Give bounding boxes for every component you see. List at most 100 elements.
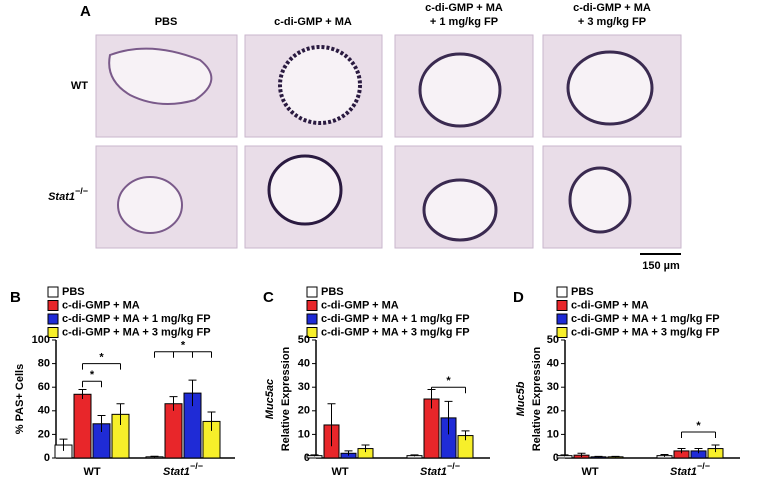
panel-label: A: [80, 3, 91, 20]
error-bar: [694, 448, 703, 454]
panel-label: D: [513, 289, 524, 306]
error-bar: [344, 450, 353, 456]
y-tick-label: 20: [38, 428, 50, 440]
significance-bracket: [431, 386, 466, 394]
legend-label: c-di-GMP + MA: [571, 299, 649, 311]
significance-label: *: [446, 375, 451, 387]
x-tick-label: Stat1−/−: [420, 461, 460, 478]
legend-swatch: [556, 300, 568, 311]
column-header: c-di-GMP + MA: [274, 16, 352, 28]
y-tick-label: 80: [38, 358, 50, 370]
legend-swatch: [47, 286, 59, 298]
significance-label: *: [99, 352, 104, 364]
legend-swatch: [306, 286, 318, 298]
legend-label: PBS: [321, 286, 344, 298]
error-bar: [361, 444, 370, 453]
error-bar: [169, 396, 178, 411]
error-bar: [97, 415, 106, 433]
y-tick-label: 40: [38, 405, 50, 417]
error-bar: [577, 452, 586, 458]
column-header: PBS: [155, 16, 178, 28]
legend-swatch: [556, 286, 568, 298]
error-bar: [444, 400, 453, 435]
legend-swatch: [47, 327, 59, 338]
legend-label: c-di-GMP + MA + 3 mg/kg FP: [62, 326, 211, 338]
y-tick-label: 30: [298, 381, 310, 393]
row-label: WT: [71, 80, 88, 92]
y-tick-label: 0: [44, 452, 50, 464]
y-axis-gene: Muc5b: [515, 381, 527, 416]
legend-swatch: [306, 300, 318, 311]
error-bar: [560, 454, 569, 457]
significance-bracket: [82, 380, 102, 388]
column-header: c-di-GMP + MA + 1 mg/kg FP: [425, 2, 503, 28]
legend-swatch: [306, 313, 318, 325]
y-axis-label: Relative Expression: [280, 346, 292, 451]
error-bar: [410, 454, 419, 457]
legend-swatch: [556, 313, 568, 325]
error-bar: [611, 455, 620, 458]
x-tick-label: WT: [331, 466, 348, 478]
y-tick-label: 40: [298, 358, 310, 370]
significance-label: *: [181, 340, 186, 352]
panel-label: C: [263, 289, 274, 306]
legend-label: PBS: [62, 286, 85, 298]
error-bar: [461, 430, 470, 441]
legend-label: c-di-GMP + MA + 1 mg/kg FP: [571, 313, 720, 325]
x-tick-label: Stat1−/−: [163, 461, 203, 478]
y-tick-label: 10: [547, 428, 559, 440]
legend-label: c-di-GMP + MA + 1 mg/kg FP: [62, 313, 211, 325]
y-tick-label: 60: [38, 381, 50, 393]
error-bar: [150, 455, 159, 458]
error-bar: [310, 454, 319, 457]
error-bar: [594, 455, 603, 458]
error-bar: [660, 453, 669, 457]
legend-label: c-di-GMP + MA + 3 mg/kg FP: [571, 326, 720, 338]
x-tick-label: WT: [581, 466, 598, 478]
y-tick-label: 100: [32, 334, 50, 346]
y-tick-label: 40: [547, 358, 559, 370]
significance-bracket: [154, 351, 212, 358]
y-tick-label: 50: [298, 334, 310, 346]
bar: [164, 403, 183, 459]
legend-swatch: [47, 300, 59, 311]
significance-label: *: [696, 420, 701, 432]
legend-swatch: [47, 313, 59, 325]
y-axis-label: % PAS+ Cells: [14, 364, 26, 434]
error-bar: [677, 448, 686, 454]
error-bar: [207, 411, 216, 431]
legend-swatch: [306, 327, 318, 338]
error-bar: [78, 389, 87, 399]
y-axis-gene: Muc5ac: [264, 379, 276, 419]
y-tick-label: 50: [547, 334, 559, 346]
legend-label: c-di-GMP + MA + 1 mg/kg FP: [321, 313, 470, 325]
y-tick-label: 10: [298, 428, 310, 440]
x-tick-label: WT: [83, 466, 100, 478]
row-label: Stat1−/−: [48, 186, 88, 203]
y-axis-label: Relative Expression: [531, 346, 543, 451]
error-bar: [188, 379, 197, 407]
legend-label: c-di-GMP + MA + 3 mg/kg FP: [321, 326, 470, 338]
error-bar: [59, 438, 68, 451]
legend-swatch: [556, 327, 568, 338]
error-bar: [116, 403, 125, 425]
y-tick-label: 20: [547, 405, 559, 417]
legend-label: c-di-GMP + MA: [62, 299, 140, 311]
scale-bar-label: 150 µm: [642, 260, 680, 272]
legend-label: PBS: [571, 286, 594, 298]
error-bar: [327, 403, 336, 447]
y-tick-label: 20: [298, 405, 310, 417]
column-header: c-di-GMP + MA + 3 mg/kg FP: [573, 2, 651, 28]
significance-bracket: [82, 363, 121, 370]
x-tick-label: Stat1−/−: [670, 461, 710, 478]
histology: [95, 34, 682, 255]
y-tick-label: 30: [547, 381, 559, 393]
significance-label: *: [90, 369, 95, 381]
error-bar: [711, 444, 720, 453]
legend-label: c-di-GMP + MA: [321, 299, 399, 311]
bar: [73, 393, 92, 459]
